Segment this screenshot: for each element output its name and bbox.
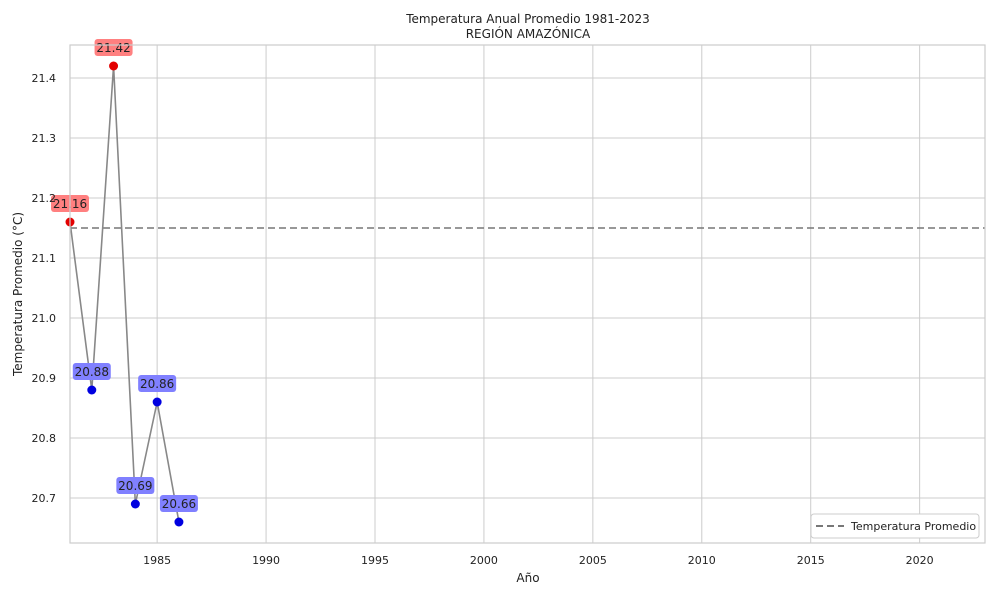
x-axis-label: Año (516, 571, 539, 585)
legend: Temperatura Promedio (810, 513, 980, 539)
x-tick-label: 2015 (797, 554, 825, 567)
legend-box (810, 513, 980, 539)
y-tick-label: 21.4 (32, 72, 57, 85)
y-tick-label: 21.3 (32, 132, 57, 145)
data-point (87, 385, 97, 395)
data-label-box (116, 477, 155, 494)
y-tick-label: 20.9 (32, 372, 57, 385)
data-label: 20.69 (118, 479, 152, 493)
legend-mean-label: Temperatura Promedio (850, 520, 976, 533)
data-label: 20.66 (162, 497, 196, 511)
x-tick-label: 2005 (579, 554, 607, 567)
data-point (152, 397, 162, 407)
y-tick-label: 21.2 (32, 192, 57, 205)
x-tick-label: 1985 (143, 554, 171, 567)
tick-labels: 1985 1990 1995 2000 2005 2010 2015 2020 20.7 20.8… (32, 72, 934, 567)
y-tick-label: 20.7 (32, 492, 57, 505)
grid (70, 45, 985, 543)
x-tick-label: 2010 (688, 554, 716, 567)
data-label-box (159, 495, 198, 512)
y-tick-label: 20.8 (32, 432, 57, 445)
data-point (174, 517, 184, 527)
data-label: 20.88 (75, 365, 109, 379)
data-label: 21.42 (96, 41, 130, 55)
series-line (69, 65, 180, 523)
series (65, 61, 184, 527)
data-label-box (94, 39, 133, 56)
x-tick-label: 1990 (252, 554, 280, 567)
data-point (130, 499, 140, 509)
data-point (109, 61, 119, 71)
x-tick-label: 1995 (361, 554, 389, 567)
x-tick-label: 2020 (906, 554, 934, 567)
chart-title: Temperatura Anual Promedio 1981-2023 (405, 12, 650, 26)
y-axis-label: Temperatura Promedio (°C) (11, 212, 25, 377)
data-label-box (138, 375, 177, 392)
y-tick-label: 21.0 (32, 312, 57, 325)
x-tick-label: 2000 (470, 554, 498, 567)
y-tick-label: 21.1 (32, 252, 57, 265)
plot-frame (69, 44, 986, 544)
data-label-box (72, 363, 111, 380)
data-label: 20.86 (140, 377, 174, 391)
chart-subtitle: REGIÓN AMAZÓNICA (466, 26, 591, 41)
